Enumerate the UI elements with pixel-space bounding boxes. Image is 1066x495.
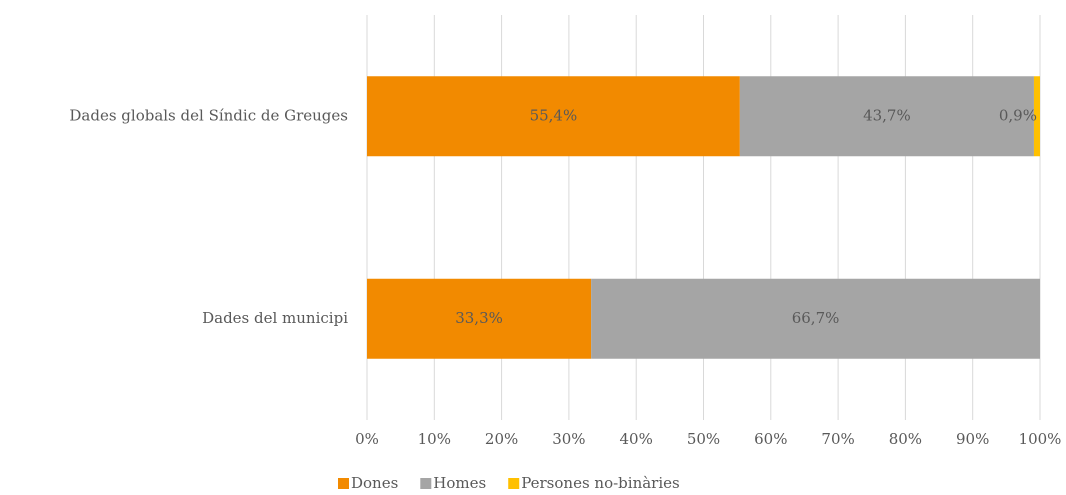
x-tick-label: 80% (889, 430, 922, 448)
data-label: 55,4% (530, 106, 578, 124)
y-tick-label: Dades globals del Síndic de Greuges (69, 106, 348, 124)
x-tick-label: 20% (485, 430, 518, 448)
x-tick-label: 70% (821, 430, 854, 448)
bar-segment (367, 76, 740, 157)
x-tick-label: 40% (620, 430, 653, 448)
x-tick-label: 60% (754, 430, 787, 448)
legend-label: Persones no-binàries (521, 474, 680, 492)
x-tick-label: 30% (552, 430, 585, 448)
legend-label: Homes (433, 474, 486, 492)
x-tick-label: 0% (355, 430, 379, 448)
bar-segment (367, 278, 592, 359)
legend-swatch (508, 478, 520, 489)
x-tick-label: 10% (418, 430, 451, 448)
legend-swatch (338, 478, 349, 489)
bar-segment (739, 76, 1034, 157)
data-label: 43,7% (863, 106, 911, 124)
data-label: 0,9% (999, 106, 1037, 124)
bar-segment (591, 278, 1040, 359)
bar-segment (1033, 76, 1040, 157)
x-tick-label: 50% (687, 430, 720, 448)
x-tick-label: 90% (956, 430, 989, 448)
data-label: 66,7% (792, 309, 840, 327)
legend-label: Dones (351, 474, 398, 492)
legend-swatch (420, 478, 432, 489)
data-label: 33,3% (455, 309, 503, 327)
x-tick-label: 100% (1019, 430, 1062, 448)
y-tick-label: Dades del municipi (202, 309, 348, 327)
